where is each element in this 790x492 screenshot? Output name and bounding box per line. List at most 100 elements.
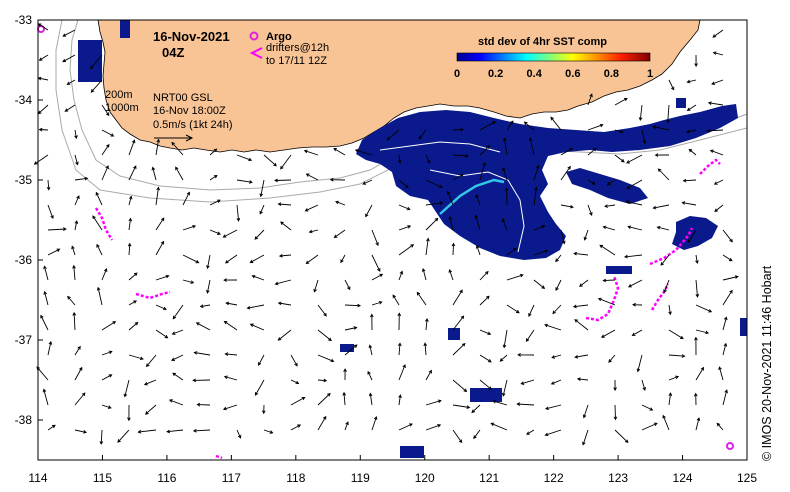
current-arrow: [573, 251, 589, 256]
current-arrow: [127, 242, 132, 256]
current-arrow: [259, 179, 265, 198]
current-arrow: [225, 301, 238, 306]
current-arrow: [38, 54, 49, 61]
current-arrow: [344, 344, 358, 356]
current-arrow: [370, 313, 374, 331]
current-arrow: [392, 294, 400, 306]
current-arrow: [398, 244, 415, 256]
current-arrow: [695, 304, 713, 313]
current-arrow: [71, 245, 76, 256]
current-arrow: [33, 154, 49, 165]
current-arrow: [722, 389, 728, 406]
current-arrow: [479, 121, 497, 131]
current-arrow: [303, 149, 319, 156]
current-arrow: [668, 329, 684, 340]
x-tick-label: 114: [28, 471, 47, 485]
current-arrow: [155, 304, 167, 311]
x-tick-label: 118: [286, 471, 305, 485]
current-arrow: [479, 295, 490, 306]
current-arrow: [550, 116, 562, 131]
current-arrow: [96, 243, 103, 256]
current-arrow: [155, 138, 161, 156]
drifters-label-1: drifters@12h: [266, 42, 329, 54]
current-arrow: [506, 247, 517, 256]
current-arrow: [533, 249, 549, 256]
current-arrow: [74, 220, 79, 231]
current-arrow: [501, 379, 508, 397]
current-arrow: [576, 377, 589, 381]
current-arrow: [695, 417, 701, 431]
current-arrow: [551, 354, 562, 359]
current-arrow: [625, 200, 643, 206]
current-arrow: [528, 136, 535, 156]
current-arrow: [128, 165, 137, 181]
current-arrow: [506, 273, 524, 281]
current-arrow: [171, 141, 184, 156]
y-tick-label: -34: [15, 93, 33, 107]
current-arrow: [652, 125, 670, 131]
current-arrow: [452, 174, 464, 181]
current-arrow: [452, 429, 463, 444]
current-arrow: [398, 225, 412, 231]
current-arrow: [722, 289, 733, 306]
x-tick-label: 124: [673, 471, 693, 485]
current-arrow: [368, 344, 373, 356]
current-arrow: [74, 129, 78, 140]
x-tick-label: 121: [479, 471, 499, 485]
current-arrow: [305, 254, 319, 265]
current-arrow: [209, 229, 221, 235]
current-arrow: [354, 149, 373, 156]
current-arrow: [64, 104, 76, 112]
current-arrow: [423, 342, 428, 356]
current-arrow: [425, 217, 439, 231]
current-arrow: [572, 304, 589, 309]
current-arrow: [367, 370, 373, 381]
current-arrow: [452, 342, 466, 356]
current-arrow: [47, 248, 61, 256]
current-arrow: [128, 217, 133, 231]
current-arrow: [342, 391, 346, 406]
current-arrow: [344, 303, 362, 308]
contour-label-1000: 1000m: [105, 102, 139, 114]
current-arrow: [206, 254, 211, 270]
current-arrow: [209, 174, 218, 181]
current-arrow: [418, 129, 427, 140]
current-arrow: [695, 254, 699, 265]
current-arrow: [695, 279, 700, 298]
current-arrow: [712, 51, 724, 56]
sst-patch-small-7: [676, 98, 686, 108]
current-arrow: [425, 424, 442, 431]
current-arrow: [43, 265, 49, 281]
scale-label: 0.5m/s (1kt 24h): [153, 119, 232, 131]
current-arrow: [171, 329, 184, 335]
current-arrow: [317, 354, 335, 363]
current-arrow: [452, 154, 470, 158]
current-arrow: [397, 154, 402, 165]
current-arrow: [101, 143, 110, 156]
drifter-track-3: [215, 454, 223, 460]
current-vectors: [33, 23, 739, 446]
model-time: 16-Nov 18:00Z: [153, 105, 226, 117]
current-arrow: [587, 204, 593, 216]
current-arrow: [258, 354, 265, 366]
current-arrow: [222, 229, 238, 238]
current-arrow: [72, 264, 76, 281]
contour-1000m: [55, 19, 748, 203]
current-arrow: [72, 311, 77, 331]
current-arrow: [681, 201, 697, 206]
current-arrow: [475, 244, 481, 256]
current-arrow: [502, 167, 508, 181]
colorbar-tick-label: 0: [454, 68, 460, 80]
current-arrow: [474, 214, 481, 231]
current-arrow: [526, 429, 535, 435]
current-arrow: [290, 354, 298, 367]
current-arrow: [602, 225, 616, 231]
drifter-track-2: [135, 290, 171, 300]
current-arrow: [552, 304, 562, 315]
current-arrow: [686, 104, 697, 112]
current-arrow: [66, 79, 76, 85]
current-arrow: [668, 392, 673, 406]
current-arrow: [711, 79, 724, 86]
current-arrow: [694, 54, 698, 68]
current-arrow: [722, 342, 728, 356]
